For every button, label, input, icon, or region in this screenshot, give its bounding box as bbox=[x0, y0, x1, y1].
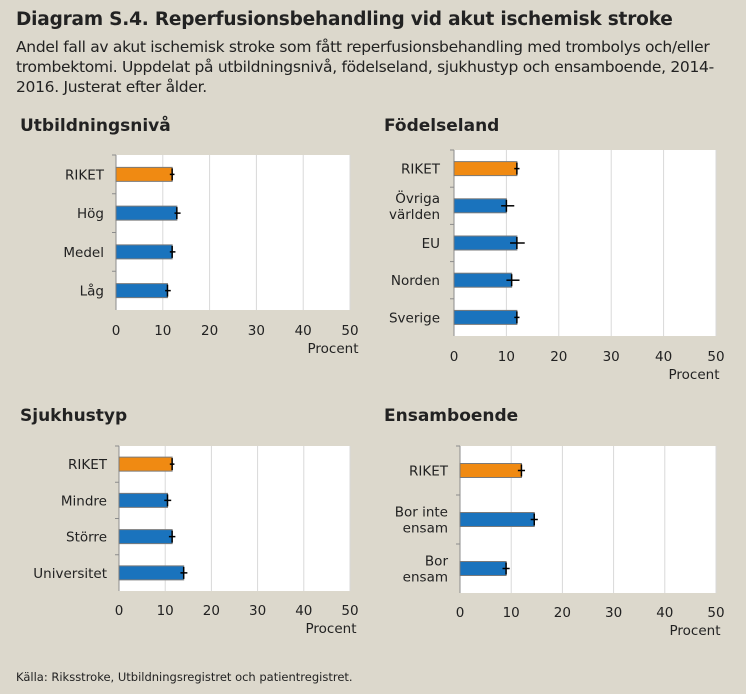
x-tick-label-sjukhustyp: 50 bbox=[341, 603, 358, 619]
category-label-fodelseland-4: Sverige bbox=[389, 310, 440, 326]
bar-sjukhustyp-2 bbox=[118, 529, 173, 545]
bar-fodelseland-3 bbox=[453, 272, 513, 288]
bar-utbildningsniva-1 bbox=[115, 205, 178, 221]
bar-fodelseland-2 bbox=[453, 235, 518, 251]
category-label-utbildningsniva-1: Hög bbox=[77, 206, 104, 222]
bar-fodelseland-0 bbox=[453, 161, 518, 177]
category-label-fodelseland-2: EU bbox=[422, 236, 440, 252]
category-label-sjukhustyp-1: Mindre bbox=[61, 493, 107, 509]
x-tick-label-sjukhustyp: 10 bbox=[157, 603, 174, 619]
x-tick-label-utbildningsniva: 20 bbox=[201, 323, 218, 339]
x-tick-label-fodelseland: 50 bbox=[707, 349, 724, 365]
x-tick-label-ensamboende: 20 bbox=[554, 605, 571, 621]
bar-ensamboende-2 bbox=[459, 561, 507, 576]
bar-sjukhustyp-0 bbox=[118, 456, 173, 472]
category-label-utbildningsniva-0: RIKET bbox=[65, 167, 105, 183]
diagram-subtitle: Andel fall av akut ischemisk stroke som … bbox=[16, 38, 714, 96]
bar-sjukhustyp-3 bbox=[118, 565, 185, 581]
x-tick-label-ensamboende: 50 bbox=[707, 605, 724, 621]
x-tick-label-utbildningsniva: 40 bbox=[295, 323, 312, 339]
category-label-sjukhustyp-0: RIKET bbox=[68, 457, 108, 473]
x-tick-label-ensamboende: 30 bbox=[605, 605, 622, 621]
x-tick-label-utbildningsniva: 50 bbox=[341, 323, 358, 339]
category-label-utbildningsniva-2: Medel bbox=[63, 245, 104, 261]
bar-sjukhustyp-1 bbox=[118, 492, 169, 508]
x-tick-label-sjukhustyp: 20 bbox=[203, 603, 220, 619]
x-axis-label-fodelseland: Procent bbox=[669, 367, 720, 383]
x-tick-label-fodelseland: 0 bbox=[450, 349, 459, 365]
panel-title-fodelseland: Födelseland bbox=[384, 116, 500, 136]
x-tick-label-sjukhustyp: 0 bbox=[115, 603, 124, 619]
diagram-title: Diagram S.4. Reperfusionsbehandling vid … bbox=[16, 9, 673, 30]
x-tick-label-ensamboende: 0 bbox=[456, 605, 465, 621]
x-tick-label-sjukhustyp: 40 bbox=[295, 603, 312, 619]
category-label-sjukhustyp-3: Universitet bbox=[33, 566, 107, 582]
category-label-fodelseland-1: Övriga världen bbox=[389, 189, 440, 223]
source-note: Källa: Riksstroke, Utbildningsregistret … bbox=[16, 670, 353, 684]
x-tick-label-utbildningsniva: 10 bbox=[154, 323, 171, 339]
category-label-utbildningsniva-3: Låg bbox=[80, 283, 104, 300]
category-label-ensamboende-0: RIKET bbox=[409, 464, 449, 480]
category-label-ensamboende-1: Bor inte ensam bbox=[395, 505, 448, 537]
category-label-fodelseland-0: RIKET bbox=[401, 162, 441, 178]
x-tick-label-utbildningsniva: 30 bbox=[248, 323, 265, 339]
x-tick-label-fodelseland: 10 bbox=[498, 349, 515, 365]
x-tick-label-sjukhustyp: 30 bbox=[249, 603, 266, 619]
x-tick-label-utbildningsniva: 0 bbox=[112, 323, 121, 339]
x-tick-label-fodelseland: 30 bbox=[603, 349, 620, 365]
category-label-ensamboende-2: Bor ensam bbox=[403, 554, 449, 586]
x-tick-label-fodelseland: 20 bbox=[550, 349, 567, 365]
category-label-fodelseland-3: Norden bbox=[391, 273, 440, 289]
bar-fodelseland-1 bbox=[453, 198, 507, 214]
x-axis-label-sjukhustyp: Procent bbox=[306, 621, 357, 637]
panel-title-ensamboende: Ensamboende bbox=[384, 406, 519, 426]
x-tick-label-fodelseland: 40 bbox=[655, 349, 672, 365]
x-tick-label-ensamboende: 40 bbox=[656, 605, 673, 621]
category-label-sjukhustyp-2: Större bbox=[66, 530, 107, 546]
panel-title-sjukhustyp: Sjukhustyp bbox=[20, 406, 128, 426]
bar-utbildningsniva-0 bbox=[115, 166, 173, 182]
x-tick-label-ensamboende: 10 bbox=[503, 605, 520, 621]
x-axis-label-ensamboende: Procent bbox=[670, 623, 721, 639]
bar-utbildningsniva-2 bbox=[115, 244, 173, 260]
bar-ensamboende-1 bbox=[459, 512, 535, 527]
panel-title-utbildningsniva: Utbildningsnivå bbox=[20, 116, 171, 136]
bar-ensamboende-0 bbox=[459, 463, 522, 478]
x-axis-label-utbildningsniva: Procent bbox=[308, 341, 359, 357]
bar-utbildningsniva-3 bbox=[115, 283, 168, 299]
bar-fodelseland-4 bbox=[453, 309, 518, 325]
